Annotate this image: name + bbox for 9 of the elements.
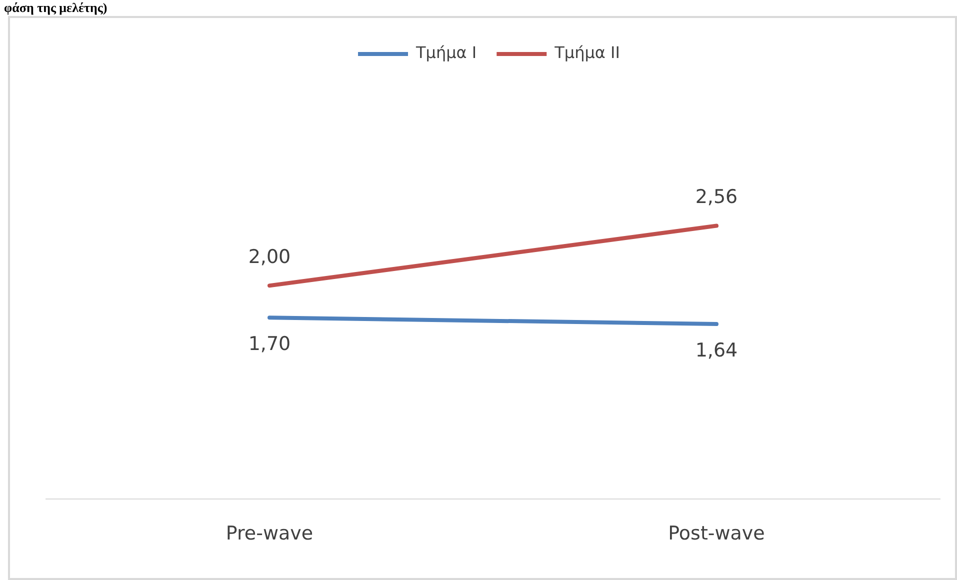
chart-title: φάση της μελέτης) [4, 0, 108, 16]
x-tick-label: Post-wave [668, 522, 765, 545]
data-label: 1,70 [248, 333, 291, 356]
x-tick-label: Pre-wave [226, 522, 314, 545]
legend-label: Τμήμα Ι [415, 43, 477, 62]
data-label: 2,56 [695, 186, 738, 208]
data-label: 1,64 [695, 339, 738, 362]
data-label: 2,00 [248, 246, 291, 268]
legend-label: Τμήμα ΙΙ [554, 43, 620, 62]
